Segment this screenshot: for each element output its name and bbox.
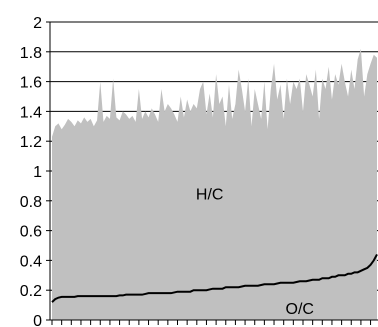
y-tick-label: 0.6 — [20, 224, 42, 241]
y-tick-label: 2 — [33, 15, 42, 32]
y-tick-label: 0.4 — [20, 253, 42, 270]
oc-line-series — [51, 253, 378, 303]
y-tick-label: 1 — [33, 164, 42, 181]
y-tick-label: 1.2 — [20, 134, 42, 151]
y-tick-labels: 0 0.2 0.4 0.6 0.8 1 1.2 1.4 1.6 1.8 2 — [20, 15, 42, 327]
annotation-h-c: H/C — [196, 186, 224, 203]
y-tick-label: 1.6 — [20, 75, 42, 92]
oc-line-layer — [51, 253, 378, 303]
annotation-o-c: O/C — [286, 301, 314, 318]
y-tick-label: 1.8 — [20, 45, 42, 62]
hc-area-layer — [52, 48, 377, 320]
y-tick-label: 0.2 — [20, 283, 42, 300]
y-tick-label: 1.4 — [20, 104, 42, 121]
axes — [46, 21, 378, 325]
y-tick-label: 0 — [33, 313, 42, 327]
annotations: H/C O/C — [196, 186, 314, 318]
hc-area-series — [52, 48, 377, 320]
y-tick-label: 0.8 — [20, 194, 42, 211]
